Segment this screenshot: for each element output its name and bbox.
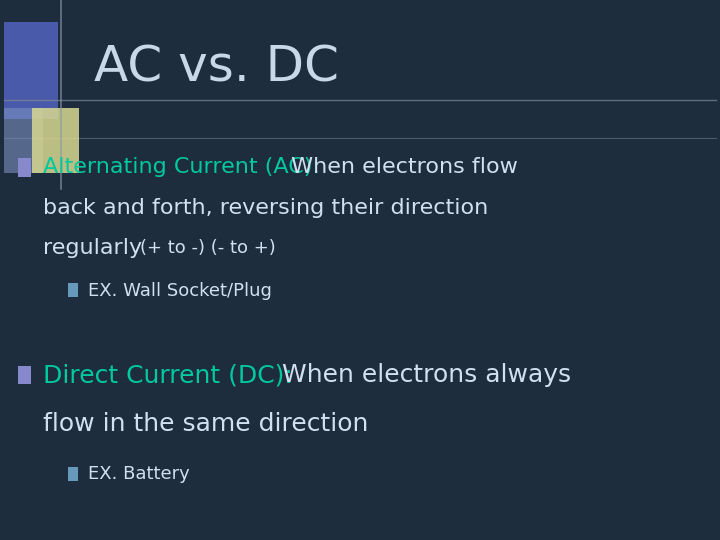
Text: Alternating Current (AC):: Alternating Current (AC): [43, 157, 320, 178]
Text: back and forth, reversing their direction: back and forth, reversing their directio… [43, 198, 488, 218]
Text: When electrons flow: When electrons flow [284, 157, 518, 178]
Text: EX. Battery: EX. Battery [88, 465, 189, 483]
Text: AC vs. DC: AC vs. DC [94, 44, 338, 91]
Text: Direct Current (DC):: Direct Current (DC): [43, 363, 293, 387]
FancyBboxPatch shape [68, 284, 78, 297]
FancyBboxPatch shape [18, 158, 31, 177]
FancyBboxPatch shape [18, 366, 31, 384]
FancyBboxPatch shape [32, 108, 79, 173]
FancyBboxPatch shape [68, 467, 78, 481]
Text: (+ to -) (- to +): (+ to -) (- to +) [140, 239, 276, 258]
Text: regularly: regularly [43, 238, 150, 259]
Text: When electrons always: When electrons always [274, 363, 571, 387]
Text: flow in the same direction: flow in the same direction [43, 412, 369, 436]
Text: EX. Wall Socket/Plug: EX. Wall Socket/Plug [88, 281, 271, 300]
FancyBboxPatch shape [4, 108, 43, 173]
FancyBboxPatch shape [4, 22, 58, 119]
